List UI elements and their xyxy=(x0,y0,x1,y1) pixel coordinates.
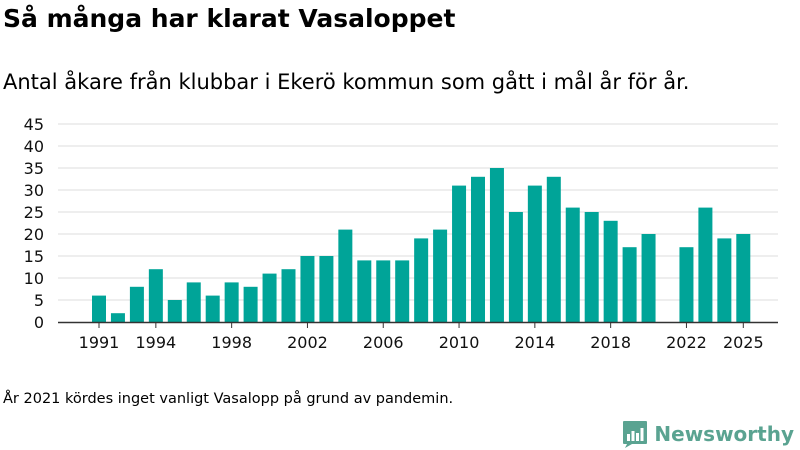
x-tick-label: 2022 xyxy=(666,333,707,352)
bar-2018 xyxy=(603,220,618,322)
newsworthy-logo[interactable]: Newsworthy xyxy=(622,420,794,448)
y-tick-label: 5 xyxy=(34,291,44,310)
bar-1998 xyxy=(224,282,239,322)
bar-2023 xyxy=(698,207,713,322)
footnote: År 2021 kördes inget vanligt Vasalopp på… xyxy=(3,391,454,407)
bars xyxy=(92,168,751,322)
x-tick-label: 2025 xyxy=(723,333,764,352)
bar-2012 xyxy=(489,168,504,322)
x-tick-label: 1991 xyxy=(79,333,120,352)
bar-1991 xyxy=(92,295,106,322)
bar-2025 xyxy=(736,234,751,322)
bar-2005 xyxy=(357,260,372,322)
bar-1997 xyxy=(205,295,220,322)
x-tick-label: 2010 xyxy=(439,333,480,352)
bar-2002 xyxy=(300,256,315,322)
bar-2006 xyxy=(376,260,391,322)
bar-chart-speech-bubble-icon xyxy=(623,421,648,448)
bar-2016 xyxy=(565,207,580,322)
bar-2014 xyxy=(527,185,542,322)
bar-2008 xyxy=(414,238,429,322)
gridlines xyxy=(58,123,778,301)
bar-2010 xyxy=(452,185,467,322)
chart-title: Så många har klarat Vasaloppet xyxy=(3,4,456,33)
bar-2004 xyxy=(338,229,353,322)
y-tick-label: 45 xyxy=(24,115,44,134)
y-tick-label: 15 xyxy=(24,247,44,266)
bar-2020 xyxy=(641,234,656,322)
bar-2017 xyxy=(584,212,599,322)
x-tick-label: 2018 xyxy=(590,333,631,352)
bar-2007 xyxy=(395,260,410,322)
bar-1994 xyxy=(148,269,163,322)
x-tick-label: 2006 xyxy=(363,333,404,352)
bar-1993 xyxy=(129,286,144,322)
x-tick-label: 1998 xyxy=(211,333,252,352)
bar-2019 xyxy=(622,247,637,322)
bar-2015 xyxy=(546,176,561,322)
y-tick-label: 20 xyxy=(24,225,44,244)
bar-1992 xyxy=(110,313,125,322)
bar-2003 xyxy=(319,256,334,322)
bar-1999 xyxy=(243,286,258,322)
y-tick-label: 10 xyxy=(24,269,44,288)
bar-2001 xyxy=(281,269,296,322)
x-tick-label: 2002 xyxy=(287,333,328,352)
y-tick-label: 40 xyxy=(24,137,44,156)
bar-1995 xyxy=(167,300,182,322)
bar-2024 xyxy=(717,238,732,322)
y-tick-label: 25 xyxy=(24,203,44,222)
chart-subtitle: Antal åkare från klubbar i Ekerö kommun … xyxy=(3,70,690,94)
y-tick-label: 30 xyxy=(24,181,44,200)
x-tick-label: 2014 xyxy=(514,333,555,352)
bar-2011 xyxy=(471,176,485,322)
bar-2009 xyxy=(433,229,448,322)
bar-1996 xyxy=(186,282,201,322)
bar-2022 xyxy=(679,247,694,322)
brand-name: Newsworthy xyxy=(654,422,794,446)
bar-2013 xyxy=(508,212,523,322)
x-tick-label: 1994 xyxy=(135,333,176,352)
y-tick-label: 35 xyxy=(24,159,44,178)
y-tick-label: 0 xyxy=(34,313,44,332)
bar-2000 xyxy=(262,273,277,322)
